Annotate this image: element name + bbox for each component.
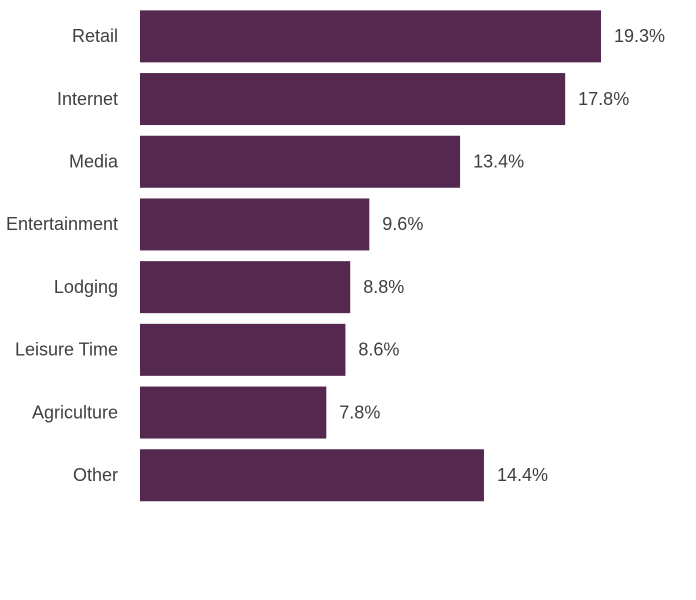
category-label: Entertainment <box>6 214 118 234</box>
bar <box>140 386 327 439</box>
category-label: Leisure Time <box>15 340 118 360</box>
category-label: Internet <box>57 89 118 109</box>
bar <box>140 73 566 126</box>
value-label: 9.6% <box>382 214 423 234</box>
bar <box>140 449 484 502</box>
category-label: Other <box>73 465 118 485</box>
value-label: 8.8% <box>363 277 404 297</box>
bar <box>140 261 351 314</box>
value-label: 17.8% <box>578 89 629 109</box>
bar <box>140 198 370 251</box>
value-label: 19.3% <box>614 26 665 46</box>
value-label: 8.6% <box>358 340 399 360</box>
category-label: Retail <box>72 26 118 46</box>
category-label: Lodging <box>54 277 118 297</box>
bar <box>140 323 346 376</box>
bar <box>140 10 601 63</box>
bar <box>140 135 461 188</box>
category-label: Media <box>69 152 119 172</box>
category-label: Agriculture <box>32 402 118 422</box>
value-label: 13.4% <box>473 152 524 172</box>
value-label: 7.8% <box>339 402 380 422</box>
value-label: 14.4% <box>497 465 548 485</box>
